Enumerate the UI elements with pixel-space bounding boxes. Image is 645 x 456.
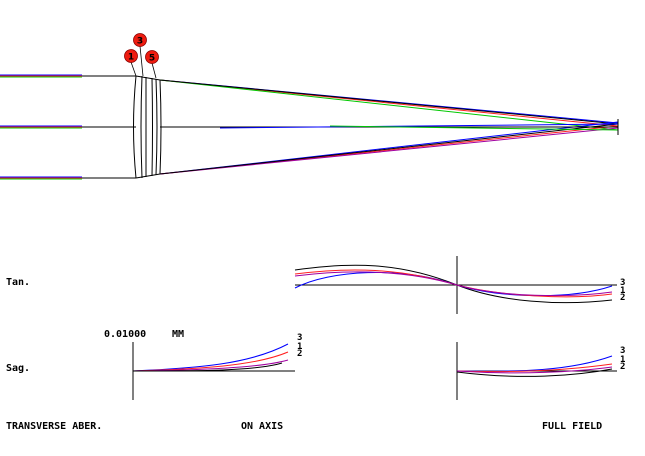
marker-leader-1 [130,61,137,77]
lens-surface-1 [133,75,137,179]
scale-value: 0.01000 [104,329,147,340]
sag-axis-key-2: 1 [297,342,303,352]
lens-surface-5 [155,78,158,176]
scale-unit: MM [172,329,185,340]
tangential-label: Tan. [6,277,31,288]
sag-full-curve-black [456,368,613,377]
lens-edge-top [135,75,161,81]
tan-full-key-3: 2 [620,293,626,303]
surface-marker-1 [124,49,138,63]
sag-axis-curve-black [132,362,283,372]
sag-full-curve-red [456,363,613,373]
converging-ray-top-3 [159,79,619,125]
sag-full-key-2: 1 [620,355,626,365]
converging-ray-top-2 [159,79,619,131]
sag-full-key-3: 2 [620,362,626,372]
lens-surface-2 [140,75,143,179]
sag-axis-key-1: 3 [297,333,303,343]
chief-ray-blue [219,123,619,129]
converging-ray-bottom-3 [159,123,619,175]
on-axis-label: ON AXIS [241,421,284,432]
transverse-aberration-title: TRANSVERSE ABER. [6,421,103,432]
sag-full-curve-blue [456,355,613,372]
chief-ray-green [329,125,619,131]
sag-full-key-1: 3 [620,346,626,356]
surface-marker-2 [133,33,147,47]
sag-axis-curve-red [132,351,289,372]
tan-full-key-1: 3 [620,278,626,288]
sag-axis-key-3: 2 [297,349,303,359]
surface-marker-label-3: 5 [149,54,155,64]
tan-full-key-2: 1 [620,286,626,296]
converging-ray-bottom-2 [159,127,619,175]
sagittal-label: Sag. [6,363,31,374]
full-field-label: FULL FIELD [542,421,603,432]
sag-full-curve-purple [456,366,613,374]
marker-leader-2 [139,45,144,77]
tan-full-curve-purple [294,271,613,297]
surface-marker-label-1: 1 [128,53,134,63]
lens-edge-bottom [135,173,161,179]
marker-leader-3 [151,62,157,79]
lens-surface-4 [151,77,153,177]
surface-marker-label-2: 3 [137,37,143,47]
surface-marker-3 [145,50,159,64]
